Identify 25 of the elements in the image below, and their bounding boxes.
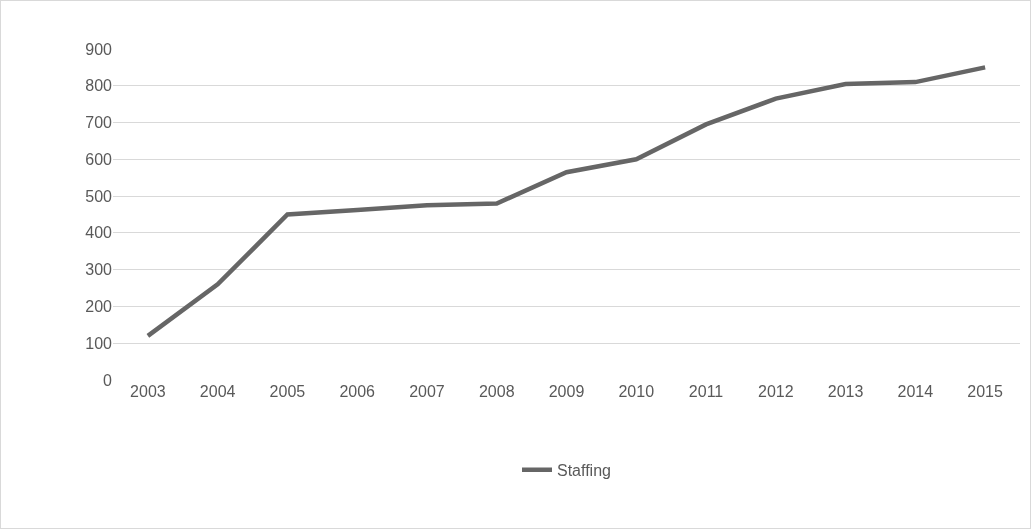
x-tick-label: 2007 xyxy=(409,383,445,400)
x-tick-label: 2003 xyxy=(130,383,166,400)
x-tick-label: 2011 xyxy=(688,383,724,400)
x-tick-label: 2009 xyxy=(548,383,585,400)
y-tick-label: 800 xyxy=(85,77,113,95)
y-tick-label: 100 xyxy=(85,334,113,352)
legend-label: Staffing xyxy=(557,461,611,479)
x-tick-label: 2013 xyxy=(827,383,864,400)
y-tick-label: 700 xyxy=(85,114,113,132)
x-tick-label: 2005 xyxy=(269,383,306,400)
y-tick-label: 400 xyxy=(85,224,113,242)
y-tick-label: 500 xyxy=(85,187,113,205)
y-tick-label: 900 xyxy=(85,40,113,58)
x-tick-label: 2010 xyxy=(618,383,655,400)
x-tick-label: 2015 xyxy=(967,383,1004,400)
line-series xyxy=(145,65,988,339)
y-tick-label: 200 xyxy=(85,298,113,316)
x-tick-label: 2014 xyxy=(897,383,934,400)
y-tick-label: 600 xyxy=(85,150,113,168)
x-tick-label: 2004 xyxy=(199,383,236,400)
x-tick-label: 2006 xyxy=(339,383,376,400)
y-tick-label: 0 xyxy=(103,371,113,389)
x-tick-label: 2008 xyxy=(478,383,515,400)
y-tick-label: 300 xyxy=(85,261,113,279)
x-tick-label: 2012 xyxy=(758,383,794,400)
